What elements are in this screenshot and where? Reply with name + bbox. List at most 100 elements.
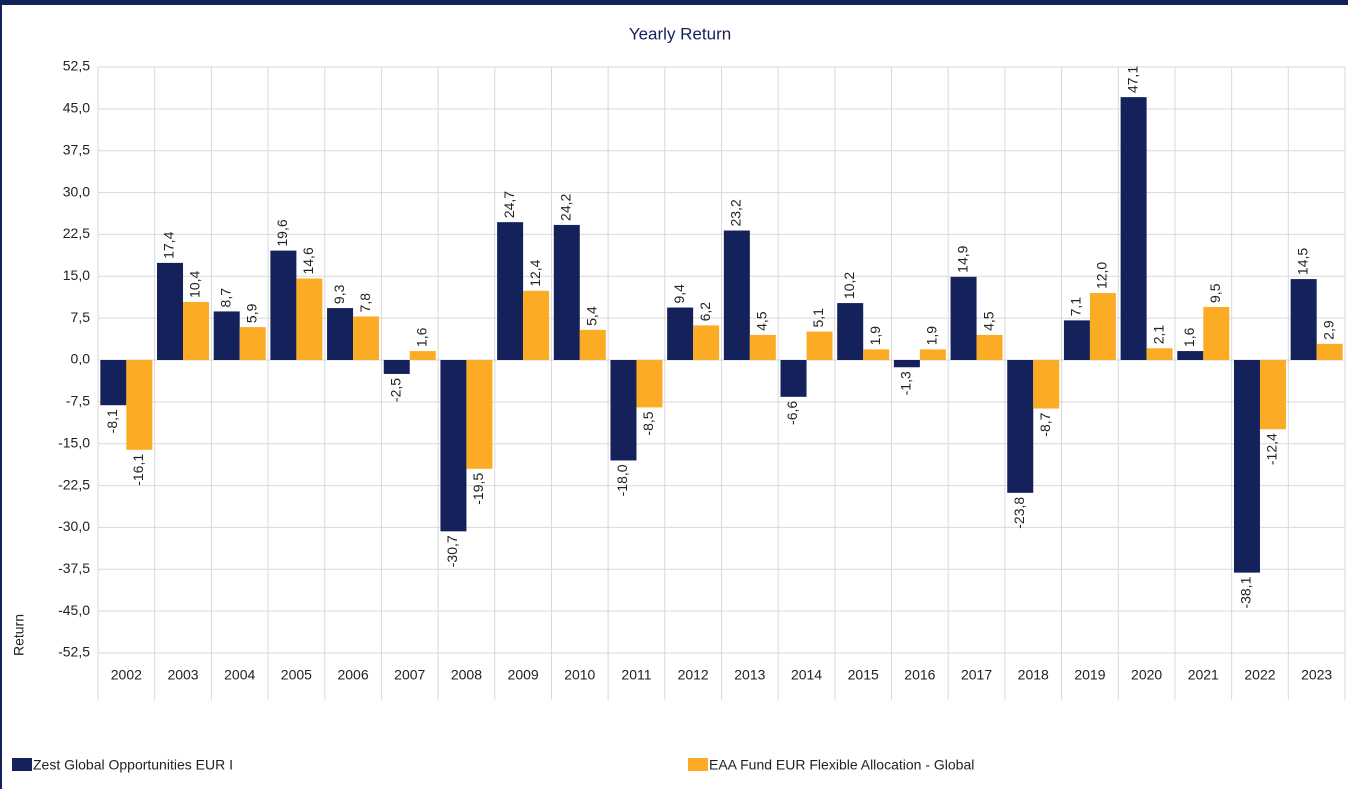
x-tick-label: 2007 (394, 667, 425, 683)
data-label: -18,0 (614, 464, 630, 496)
y-tick-label: 45,0 (63, 100, 90, 116)
data-label: 9,4 (671, 284, 687, 304)
bar (100, 360, 127, 406)
bar (497, 222, 524, 360)
data-label: -16,1 (130, 454, 146, 486)
data-label: 5,9 (243, 303, 259, 323)
x-tick-label: 2022 (1244, 667, 1275, 683)
data-label: 14,6 (300, 247, 316, 274)
y-tick-label: -52,5 (58, 644, 90, 660)
data-label: 2,9 (1320, 320, 1336, 340)
data-label: -30,7 (444, 535, 460, 567)
data-label: 7,8 (357, 293, 373, 313)
bar (1203, 306, 1230, 360)
bar (610, 360, 637, 461)
y-tick-label: -37,5 (58, 560, 90, 576)
bar (667, 307, 694, 360)
bar (383, 360, 410, 374)
bar (636, 360, 663, 408)
legend-label: EAA Fund EUR Flexible Allocation - Globa… (709, 757, 974, 773)
data-label: 8,7 (217, 288, 233, 308)
data-label: 1,9 (867, 326, 883, 346)
bar (523, 290, 550, 360)
y-tick-label: 22,5 (63, 225, 90, 241)
bar (1063, 320, 1090, 360)
bar (837, 303, 864, 360)
bar (157, 262, 184, 360)
bar (863, 349, 890, 360)
y-tick-label: 37,5 (63, 141, 90, 157)
data-label: 19,6 (274, 219, 290, 246)
data-label: -6,6 (784, 401, 800, 425)
data-label: 1,9 (924, 326, 940, 346)
bar (806, 331, 833, 360)
bar (183, 301, 210, 360)
x-tick-label: 2018 (1018, 667, 1049, 683)
data-label: 4,5 (754, 311, 770, 331)
x-tick-label: 2014 (791, 667, 822, 683)
data-label: 5,1 (810, 308, 826, 328)
y-tick-label: -30,0 (58, 518, 90, 534)
data-label: -2,5 (387, 378, 403, 402)
chart-title: Yearly Return (629, 24, 731, 43)
bar (1033, 360, 1060, 409)
bar (213, 311, 240, 360)
data-label: -12,4 (1264, 433, 1280, 465)
legend-label: Zest Global Opportunities EUR I (33, 757, 233, 773)
bar (553, 224, 580, 360)
x-tick-label: 2006 (337, 667, 368, 683)
bar (976, 334, 1003, 360)
x-tick-label: 2023 (1301, 667, 1332, 683)
y-tick-label: -22,5 (58, 476, 90, 492)
data-label: 1,6 (413, 327, 429, 347)
data-label: 12,4 (527, 259, 543, 286)
bar (126, 360, 153, 450)
bar (1089, 293, 1116, 360)
bar (239, 327, 266, 360)
data-label: 10,2 (841, 272, 857, 299)
bar (466, 360, 493, 469)
x-tick-label: 2019 (1074, 667, 1105, 683)
x-tick-label: 2005 (281, 667, 312, 683)
y-axis-title: Return (11, 614, 27, 656)
bar (693, 325, 720, 360)
data-label: 6,2 (697, 302, 713, 322)
data-label: 23,2 (728, 199, 744, 226)
data-label: 47,1 (1124, 66, 1140, 93)
x-tick-label: 2009 (508, 667, 539, 683)
y-tick-label: 15,0 (63, 267, 90, 283)
data-label: 17,4 (161, 231, 177, 258)
data-label: -8,1 (104, 409, 120, 433)
data-label: 7,1 (1068, 297, 1084, 317)
y-tick-label: 30,0 (63, 183, 90, 199)
data-label: 12,0 (1094, 262, 1110, 289)
bar (1146, 348, 1173, 360)
data-label: 24,7 (501, 191, 517, 218)
x-tick-label: 2013 (734, 667, 765, 683)
x-tick-label: 2002 (111, 667, 142, 683)
x-tick-label: 2008 (451, 667, 482, 683)
y-tick-label: -15,0 (58, 434, 90, 450)
data-label: 9,3 (331, 284, 347, 304)
top-bar (0, 0, 1348, 5)
bar (1316, 343, 1343, 360)
bar (296, 278, 323, 360)
data-label: -19,5 (470, 473, 486, 505)
bar (1290, 279, 1317, 360)
data-label: -8,7 (1037, 412, 1053, 436)
data-label: 14,5 (1294, 248, 1310, 275)
y-tick-label: 7,5 (71, 309, 91, 325)
bar (1007, 360, 1034, 493)
y-tick-label: 52,5 (63, 58, 90, 74)
bar (409, 351, 436, 360)
data-label: -1,3 (898, 371, 914, 395)
y-tick-label: 0,0 (71, 351, 91, 367)
legend-swatch (688, 758, 708, 771)
data-label: 10,4 (187, 270, 203, 297)
bar (327, 308, 354, 360)
x-tick-label: 2012 (678, 667, 709, 683)
x-tick-label: 2016 (904, 667, 935, 683)
x-tick-label: 2010 (564, 667, 595, 683)
legend-swatch (12, 758, 32, 771)
data-label: 9,5 (1207, 283, 1223, 303)
